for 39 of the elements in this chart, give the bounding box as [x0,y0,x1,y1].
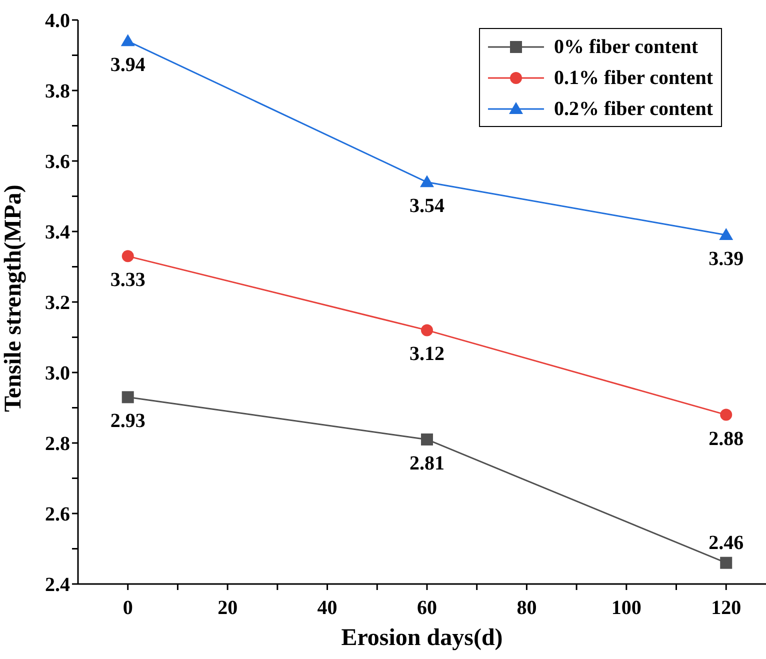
data-label: 3.33 [110,269,146,292]
legend-label: 0.1% fiber content [554,66,713,88]
point [122,250,134,262]
y-tick-label: 3.4 [45,222,70,244]
y-tick-label: 3.2 [45,292,70,314]
y-tick-label: 2.8 [45,433,70,456]
point [719,228,734,240]
x-tick-label: 0 [122,597,133,620]
data-label: 3.12 [409,343,444,366]
point [720,408,732,421]
x-tick-label: 20 [218,597,238,620]
x-tick-label: 100 [611,597,642,620]
point [420,175,434,188]
y-tick-label: 2.4 [45,574,70,596]
data-label: 3.54 [409,195,444,218]
x-tick-label: 60 [416,597,437,620]
data-label: 3.39 [708,248,744,270]
x-tick-label: 80 [516,597,537,620]
x-tick-label: 120 [711,597,742,620]
point [122,391,134,404]
y-axis-title: Tensile strength(MPa) [0,184,27,412]
legend-label: 0.2% fiber content [554,98,713,120]
data-label: 2.88 [708,428,744,450]
y-tick-label: 3.0 [45,362,70,385]
point [420,433,433,446]
point [420,324,433,336]
y-tick-label: 3.6 [45,151,70,174]
x-tick-label: 40 [317,597,338,620]
legend-label: 0% fiber content [554,36,698,58]
data-label: 2.93 [110,410,146,432]
point [120,34,135,46]
y-tick-label: 2.6 [45,504,70,526]
point [720,556,732,569]
data-label: 2.46 [708,532,744,554]
y-tick-label: 4.0 [45,10,70,32]
x-axis-title: Erosion days(d) [341,625,503,651]
y-tick-label: 3.8 [45,80,70,103]
data-label: 3.94 [110,54,146,76]
data-label: 2.81 [409,452,444,474]
